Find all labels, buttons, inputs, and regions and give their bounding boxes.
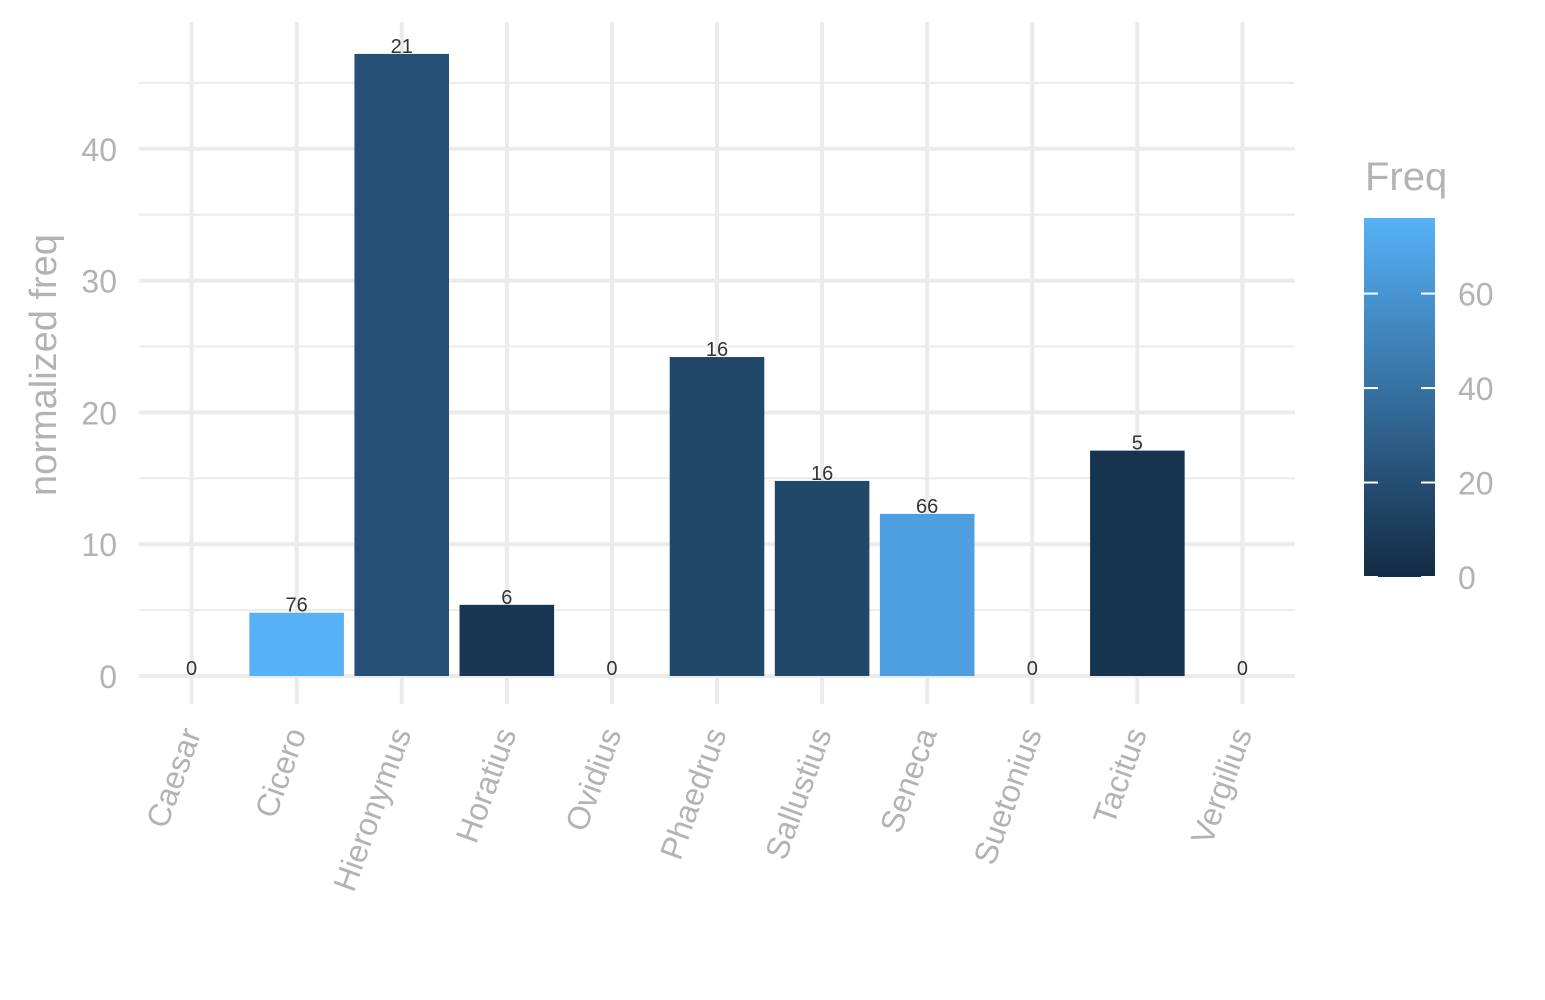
data-label: 21 [391,36,413,58]
x-tick-label: Suetonius [966,723,1049,869]
data-label: 76 [286,595,308,617]
data-label: 6 [501,587,512,609]
data-labels: 0 76 21 6 0 16 16 66 0 5 0 [186,36,1248,680]
legend-colorbar [1364,218,1435,577]
x-tick-label: Horatius [449,723,524,847]
bar-hieronymus [354,53,450,677]
bar-phaedrus [669,357,765,676]
data-label: 66 [916,496,938,518]
y-axis-ticks: 0 10 20 30 40 [81,132,117,695]
data-label: 0 [186,658,197,680]
data-label: 0 [1027,658,1038,680]
bar-cicero [249,612,344,676]
x-tick-label: Phaedrus [653,723,734,864]
y-tick-label: 40 [81,132,117,168]
data-label: 0 [1237,658,1248,680]
bar-horatius [459,604,555,676]
x-tick-label: Seneca [873,723,944,837]
x-tick-label: Hieronymus [326,723,418,896]
x-tick-label: Cicero [248,723,313,822]
data-label: 16 [706,339,728,361]
x-tick-label: Vergilius [1184,723,1259,849]
legend-tick-label: 20 [1458,466,1494,502]
y-tick-label: 20 [81,395,117,431]
x-tick-label: Sallustius [758,723,839,864]
data-label: 5 [1132,433,1143,455]
x-tick-label: Caesar [139,723,208,833]
y-tick-label: 0 [99,659,117,695]
x-axis-ticks: Caesar Cicero Hieronymus Horatius Ovidius Pha… [139,723,1259,896]
y-tick-label: 30 [81,264,117,300]
legend-ticks: 0 20 40 60 [1364,277,1494,596]
legend-tick-label: 40 [1458,371,1494,407]
data-label: 0 [606,658,617,680]
legend-tick-label: 60 [1458,277,1494,313]
legend-title: Freq [1365,155,1447,199]
legend-tick-label: 0 [1458,560,1476,596]
x-tick-label: Ovidius [558,723,628,836]
x-tick-label: Tacitus [1086,723,1154,829]
bar-seneca [879,513,975,676]
bars [249,53,1185,677]
data-label: 16 [811,463,833,485]
y-axis-title: normalized freq [23,234,65,496]
bar-tacitus [1090,450,1185,676]
bar-sallustius [774,480,870,676]
y-tick-label: 10 [81,527,117,563]
legend: Freq 0 20 40 60 [1364,155,1494,596]
